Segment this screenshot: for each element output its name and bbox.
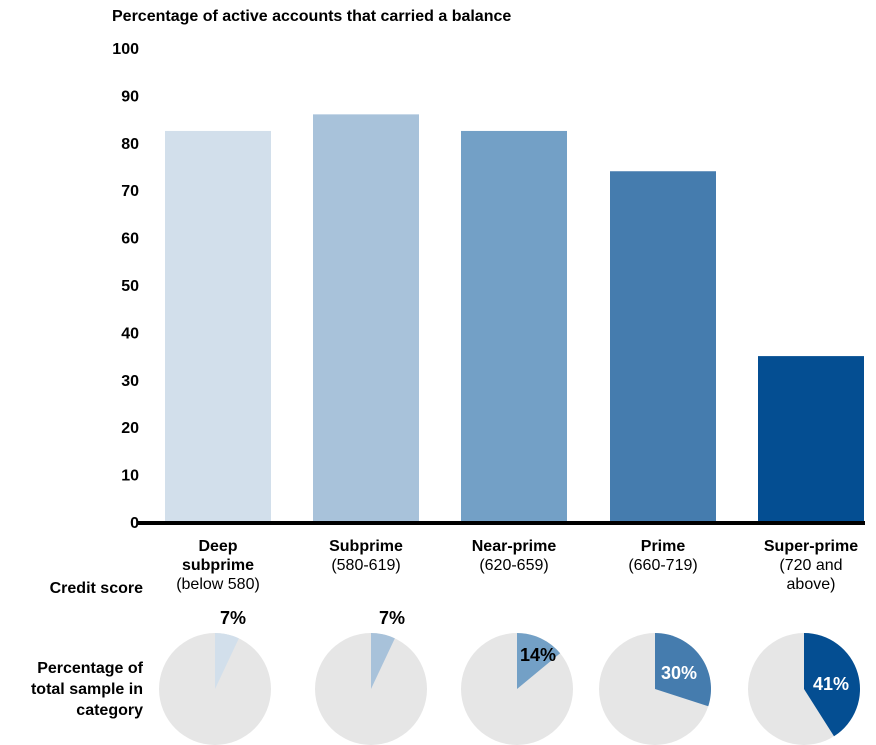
pie-label: 7% [379, 608, 405, 628]
pie: 7% [159, 608, 271, 745]
bar [313, 114, 419, 523]
pie: 41% [748, 633, 860, 745]
pie-slice [517, 633, 561, 689]
pie-label: 30% [661, 663, 697, 683]
bar [610, 171, 716, 523]
pie-slice [215, 633, 239, 689]
bars [165, 114, 864, 523]
y-tick-label: 100 [112, 41, 139, 58]
pie: 7% [315, 608, 427, 745]
pies: 7% 7% 14% 30% 41% [159, 608, 860, 745]
pie-label: 7% [220, 608, 246, 628]
pie-slice [371, 633, 395, 689]
y-tick-label: 0 [130, 515, 139, 532]
y-tick-label: 70 [121, 183, 139, 200]
pie-row-label-text: Percentage of total sample in category [31, 660, 144, 719]
y-tick-label: 90 [121, 88, 139, 105]
y-tick-label: 80 [121, 136, 139, 153]
y-tick-label: 40 [121, 325, 139, 342]
pie: 14% [461, 633, 573, 745]
x-axis-title-text: Credit score [50, 580, 143, 597]
pie-label: 41% [813, 674, 849, 694]
x-axis-labels: Deep subprime (below 580) Subprime (580-619)… [176, 538, 858, 593]
y-tick-label: 60 [121, 231, 139, 248]
chart-title: Percentage of active accounts that carri… [112, 8, 511, 25]
pie-slice [804, 633, 860, 737]
pie-label: 14% [520, 645, 556, 665]
y-tick-label: 20 [121, 420, 139, 437]
x-tick-label: Super-prime (720 and above) [764, 538, 858, 593]
x-tick-label: Near-prime (620-659) [472, 538, 557, 574]
y-tick-label: 30 [121, 373, 139, 390]
y-axis: 0 10 20 30 40 50 60 70 80 90 100 [112, 41, 139, 532]
x-tick-label: Subprime (580-619) [329, 538, 403, 574]
pie-row-label: Percentage of total sample in category [31, 660, 144, 719]
x-tick-label: Deep subprime (below 580) [176, 538, 260, 593]
x-axis-title: Credit score [50, 580, 143, 597]
pie-slice [655, 633, 711, 707]
bar [165, 130, 271, 522]
x-tick-label: Prime (660-719) [628, 538, 697, 574]
pie: 30% [599, 633, 711, 745]
y-tick-label: 10 [121, 468, 139, 485]
y-tick-label: 50 [121, 278, 139, 295]
bar [758, 356, 864, 522]
bar [461, 130, 567, 522]
